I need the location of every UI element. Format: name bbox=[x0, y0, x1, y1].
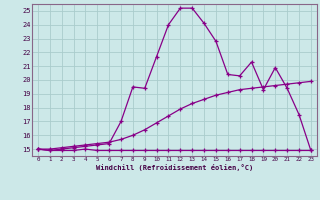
X-axis label: Windchill (Refroidissement éolien,°C): Windchill (Refroidissement éolien,°C) bbox=[96, 164, 253, 171]
